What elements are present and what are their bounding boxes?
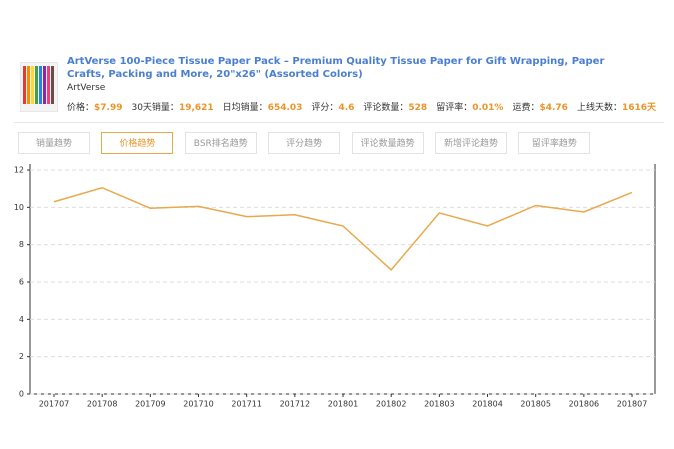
y-tick-label: 10 <box>14 203 24 212</box>
x-tick-label: 201802 <box>376 400 407 409</box>
x-tick-label: 201807 <box>617 400 648 409</box>
stat-value: 528 <box>408 103 428 113</box>
x-tick-label: 201805 <box>520 400 551 409</box>
stat-label: 留评率： <box>436 103 473 113</box>
y-tick-label: 8 <box>19 240 24 249</box>
x-tick-label: 201712 <box>280 400 311 409</box>
stat-value: 654.03 <box>267 103 303 113</box>
y-tick-label: 4 <box>19 315 24 324</box>
tab[interactable]: 销量趋势 <box>18 132 90 154</box>
x-tick-label: 201710 <box>183 400 214 409</box>
x-tick-label: 201801 <box>328 400 359 409</box>
stat-value: 4.6 <box>338 103 355 113</box>
x-tick-label: 201711 <box>231 400 262 409</box>
price-line <box>53 186 633 271</box>
x-tick-label: 201708 <box>87 400 118 409</box>
stat-value: 19,621 <box>178 103 214 113</box>
x-tick-label: 201707 <box>39 400 70 409</box>
stat-value: 1616天 <box>621 103 657 113</box>
y-tick-label: 0 <box>19 390 24 399</box>
x-tick-label: 201804 <box>472 400 503 409</box>
y-tick-label: 6 <box>19 278 24 287</box>
tab[interactable]: 新增评论趋势 <box>435 132 507 154</box>
x-tick-label: 201803 <box>424 400 455 409</box>
stat-value: $4.76 <box>539 103 568 113</box>
tab[interactable]: 价格趋势 <box>101 132 174 154</box>
tab[interactable]: 评分趋势 <box>268 132 341 154</box>
stat-label: 30天销量： <box>131 103 179 113</box>
product-image <box>20 62 58 112</box>
separator <box>14 122 664 123</box>
x-tick-label: 201709 <box>135 400 166 409</box>
stats-row: 价格：$7.99 30天销量：19,621 日均销量：654.03 评分：4.6 评论数… <box>67 100 665 113</box>
tab[interactable]: BSR排名趋势 <box>184 132 257 154</box>
stat-value: 0.01% <box>472 103 504 113</box>
stat-label: 运费： <box>512 103 540 113</box>
tab[interactable]: 留评率趋势 <box>518 132 591 154</box>
stat-label: 评分： <box>311 103 339 113</box>
x-tick-label: 201806 <box>569 400 600 409</box>
tab[interactable]: 评论数量趋势 <box>351 132 424 154</box>
stat-label: 评论数量： <box>363 103 409 113</box>
stat-label: 价格： <box>67 103 95 113</box>
stat-label: 日均销量： <box>222 103 268 113</box>
y-tick-label: 12 <box>14 166 24 175</box>
brand: ArtVerse <box>67 83 106 93</box>
stat-value: $7.99 <box>94 103 123 113</box>
stat-label: 上线天数： <box>576 103 622 113</box>
chart: 0 2 4 6 8 10 12 201707 201708 201709 201710 201711 2… <box>14 164 656 409</box>
product-title[interactable]: ArtVerse 100-Piece Tissue Paper Pack – P… <box>67 56 605 80</box>
y-tick-label: 2 <box>19 352 24 361</box>
